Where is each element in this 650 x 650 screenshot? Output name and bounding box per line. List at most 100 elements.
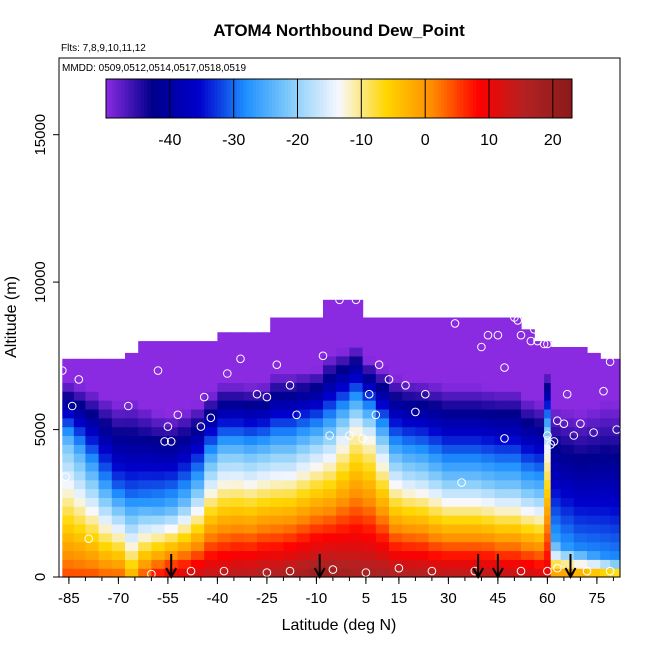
heatmap-cell — [587, 352, 601, 357]
heatmap-cell — [349, 364, 364, 375]
heatmap-cell — [550, 461, 562, 472]
observation-point — [599, 386, 608, 396]
heatmap-cell — [389, 391, 403, 401]
heatmap-cell — [283, 364, 298, 375]
heatmap-cell — [521, 568, 535, 578]
heatmap-cell — [507, 470, 522, 481]
heatmap-cell — [62, 373, 75, 383]
heatmap-cell — [494, 506, 509, 516]
heatmap-cell — [283, 346, 298, 357]
heatmap-cell — [494, 559, 509, 569]
heatmap-cell — [610, 541, 621, 552]
heatmap-cell — [587, 417, 601, 428]
heatmap-cell — [177, 426, 192, 437]
heatmap-cell — [349, 382, 364, 392]
heatmap-cell — [257, 400, 271, 410]
heatmap-cell — [428, 408, 443, 419]
x-tick-label: 60 — [539, 590, 556, 607]
heatmap-cell — [98, 515, 113, 525]
heatmap-cell — [283, 329, 298, 339]
heatmap-cell — [550, 515, 562, 525]
heatmap-cell — [428, 523, 443, 534]
heatmap-cell — [62, 559, 75, 569]
heatmap-cell — [191, 417, 205, 428]
colorbar-segment — [479, 79, 484, 118]
heatmap-cell — [441, 461, 456, 472]
heatmap-cell — [389, 317, 403, 322]
heatmap-cell — [544, 417, 552, 428]
colorbar-segment — [421, 79, 426, 118]
heatmap-cell — [111, 479, 126, 490]
heatmap-cell — [468, 550, 482, 560]
heatmap-cell — [296, 550, 311, 560]
heatmap-cell — [362, 515, 377, 525]
heatmap-cell — [481, 355, 496, 366]
colorbar-segment — [552, 79, 557, 118]
heatmap-cell — [587, 461, 601, 472]
heatmap-cell — [283, 488, 298, 498]
heatmap-cell — [481, 479, 496, 490]
heatmap-cell — [428, 400, 443, 410]
heatmap-cell — [230, 435, 245, 445]
heatmap-cell — [600, 515, 611, 525]
heatmap-cell — [177, 497, 192, 507]
heatmap-cell — [362, 338, 377, 348]
heatmap-cell — [362, 444, 377, 454]
heatmap-cell — [230, 479, 245, 490]
colorbar-segment — [380, 79, 385, 118]
heatmap-cell — [151, 408, 166, 419]
heatmap-cell — [111, 461, 126, 472]
heatmap-cell — [257, 470, 271, 481]
heatmap-cell — [230, 568, 245, 578]
heatmap-cell — [62, 408, 75, 419]
heatmap-cell — [349, 497, 364, 507]
heatmap-cell — [534, 364, 545, 375]
heatmap-cell — [534, 461, 545, 472]
heatmap-cell — [362, 355, 377, 366]
heatmap-cell — [415, 515, 430, 525]
heatmap-cell — [468, 453, 482, 463]
y-tick-label: 15000 — [32, 114, 49, 156]
heatmap-cell — [587, 400, 601, 410]
observation-point — [318, 351, 328, 361]
heatmap-cell — [270, 382, 284, 392]
heatmap-cell — [494, 417, 509, 428]
heatmap-cell — [336, 400, 350, 410]
colorbar-frame — [105, 78, 573, 119]
heatmap-cell — [494, 382, 509, 392]
heatmap-cell — [521, 391, 535, 401]
x-axis-label: Latitude (deg N) — [282, 617, 397, 634]
heatmap-cell — [151, 382, 166, 392]
heatmap-cell — [336, 515, 350, 525]
heatmap-cell — [494, 400, 509, 410]
observation-point — [262, 392, 272, 402]
heatmap-cell — [521, 346, 535, 357]
heatmap-cell — [85, 541, 100, 552]
heatmap-cell — [270, 532, 284, 543]
heatmap-cell — [296, 532, 311, 543]
y-axis-label: Altitude (m) — [3, 276, 20, 358]
colorbar-segment — [278, 79, 283, 118]
heatmap-cell — [481, 373, 496, 383]
heatmap-cell — [534, 559, 545, 569]
heatmap-cell — [494, 470, 509, 481]
heatmap-cell — [573, 532, 588, 543]
heatmap-cell — [362, 364, 377, 375]
heatmap-cell — [270, 568, 284, 578]
heatmap-cell — [177, 373, 192, 383]
heatmap-cell — [362, 488, 377, 498]
heatmap-cell — [296, 408, 311, 419]
heatmap-cell — [73, 382, 86, 392]
heatmap-cell — [257, 426, 271, 437]
heatmap-cell — [455, 382, 469, 392]
colorbar: -40 -30 -20 -10 0 10 20 — [105, 78, 573, 149]
colorbar-segment — [495, 79, 500, 118]
heatmap-cell — [362, 550, 377, 560]
colorbar-segment — [348, 79, 353, 118]
heatmap-cell — [138, 426, 152, 437]
heatmap-cell — [204, 532, 218, 543]
heatmap-cell — [402, 400, 416, 410]
heatmap-cell — [62, 382, 75, 392]
heatmap-cell — [73, 444, 86, 454]
heatmap-cell — [191, 541, 205, 552]
